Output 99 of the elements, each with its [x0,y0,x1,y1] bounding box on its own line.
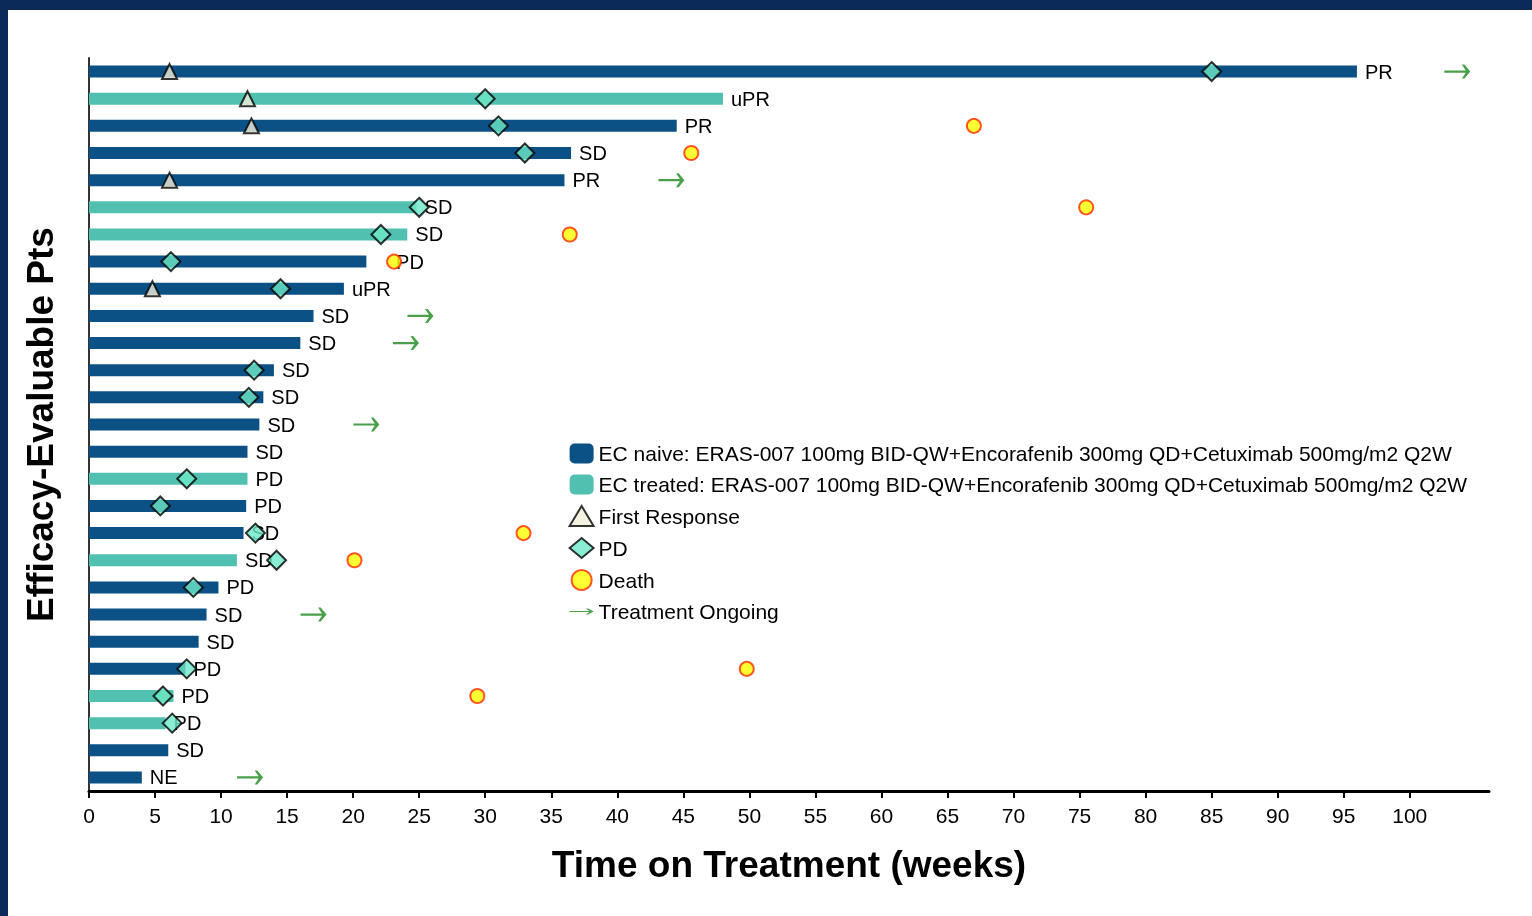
x-tick-label: 50 [737,804,762,827]
x-tick-label: 0 [83,804,95,827]
bar [89,527,244,540]
data-label: uPR [730,87,770,110]
data-label: PD [181,684,210,707]
data-label: SD [176,739,205,762]
x-tick-label: 10 [209,804,233,827]
x-tick-label: 95 [1332,804,1356,827]
legend-label: First Response [598,504,740,528]
point [161,171,179,189]
y-axis-title: Efficacy-Evaluable Pts [20,227,61,622]
x-tick-label: 5 [149,804,161,827]
x-tick-label: 20 [341,804,365,827]
x-tick-label: 65 [935,804,960,827]
point [152,685,174,707]
x-tick-label: 45 [671,804,696,827]
bar [89,499,247,512]
data-label: PD [193,657,222,680]
x-tick-label: 35 [539,804,563,827]
point [161,63,179,81]
point [143,280,161,298]
data-label: PR [1364,60,1393,83]
point [469,687,486,704]
point [370,223,392,245]
legend-label: EC naive: ERAS-007 100mg BID-QW+Encorafenib 300mg QD+Cetuximab 500mg/m2 Q2W [598,442,1452,465]
bar [89,119,677,132]
point [160,251,182,273]
x-tick-label: 85 [1199,804,1224,827]
bar [89,92,723,105]
bar [89,635,199,648]
bar [89,771,142,784]
legend-label: PD [598,536,628,560]
point [149,495,171,517]
data-label: SD [267,413,296,436]
data-label: SD [206,630,235,653]
bar [89,445,248,458]
bar [89,364,274,377]
bar [89,391,264,404]
x-tick-label: 55 [803,804,828,827]
bar [89,65,1357,78]
data-label: SD [255,440,284,463]
legend-label: Death [598,568,655,592]
bar [89,201,417,214]
point [242,117,260,135]
bar [89,255,367,268]
x-tick-label: 80 [1133,804,1158,827]
data-label: SD [281,359,310,382]
x-tick-label: 30 [473,804,497,827]
data-label: SD [579,142,607,165]
point [1078,199,1095,216]
x-axis-title: Time on Treatment (weeks) [551,844,1027,885]
point [238,386,260,408]
point [487,115,509,137]
bar [89,147,572,160]
data-label: PD [254,494,282,517]
x-tick-label: 60 [869,804,894,827]
point [176,468,198,490]
point [243,359,265,381]
data-label: PR [572,169,601,192]
bar [89,228,408,241]
point [683,145,700,162]
data-label: SD [271,386,300,409]
point [515,525,532,542]
point [738,660,755,677]
bar [89,608,207,621]
data-label: SD [308,332,337,355]
bar [89,309,314,322]
bar [89,418,260,431]
point [1201,61,1223,83]
data-label: PR [684,114,713,137]
data-label: NE [149,766,178,789]
data-label: PD [226,576,255,599]
data-label: SD [214,603,243,626]
point [182,576,204,598]
data-label: uPR [351,277,391,300]
x-tick-label: 70 [1001,804,1026,827]
point [561,226,578,243]
x-tick-label: 25 [407,804,431,827]
x-tick-label: 90 [1266,804,1290,827]
bar [89,717,166,730]
point [514,142,536,164]
x-tick-label: 75 [1067,804,1092,827]
point [238,90,256,108]
point [965,117,982,134]
legend-label: Treatment Ongoing [598,600,779,623]
data-label: SD [415,223,444,246]
point [474,88,496,110]
bar [89,554,237,567]
bar [89,744,169,757]
point [346,552,363,569]
data-label: SD [321,304,350,327]
x-tick-label: 40 [605,804,629,827]
legend-label: EC treated: ERAS-007 100mg BID-QW+Encorafenib 300mg QD+Cetuximab 500mg/m2 Q2W [598,473,1468,496]
x-tick-label: 100 [1392,804,1428,827]
bar [89,174,565,187]
data-label: PD [255,467,284,490]
x-tick-label: 15 [275,804,299,827]
point [270,278,292,300]
bar [89,337,301,350]
